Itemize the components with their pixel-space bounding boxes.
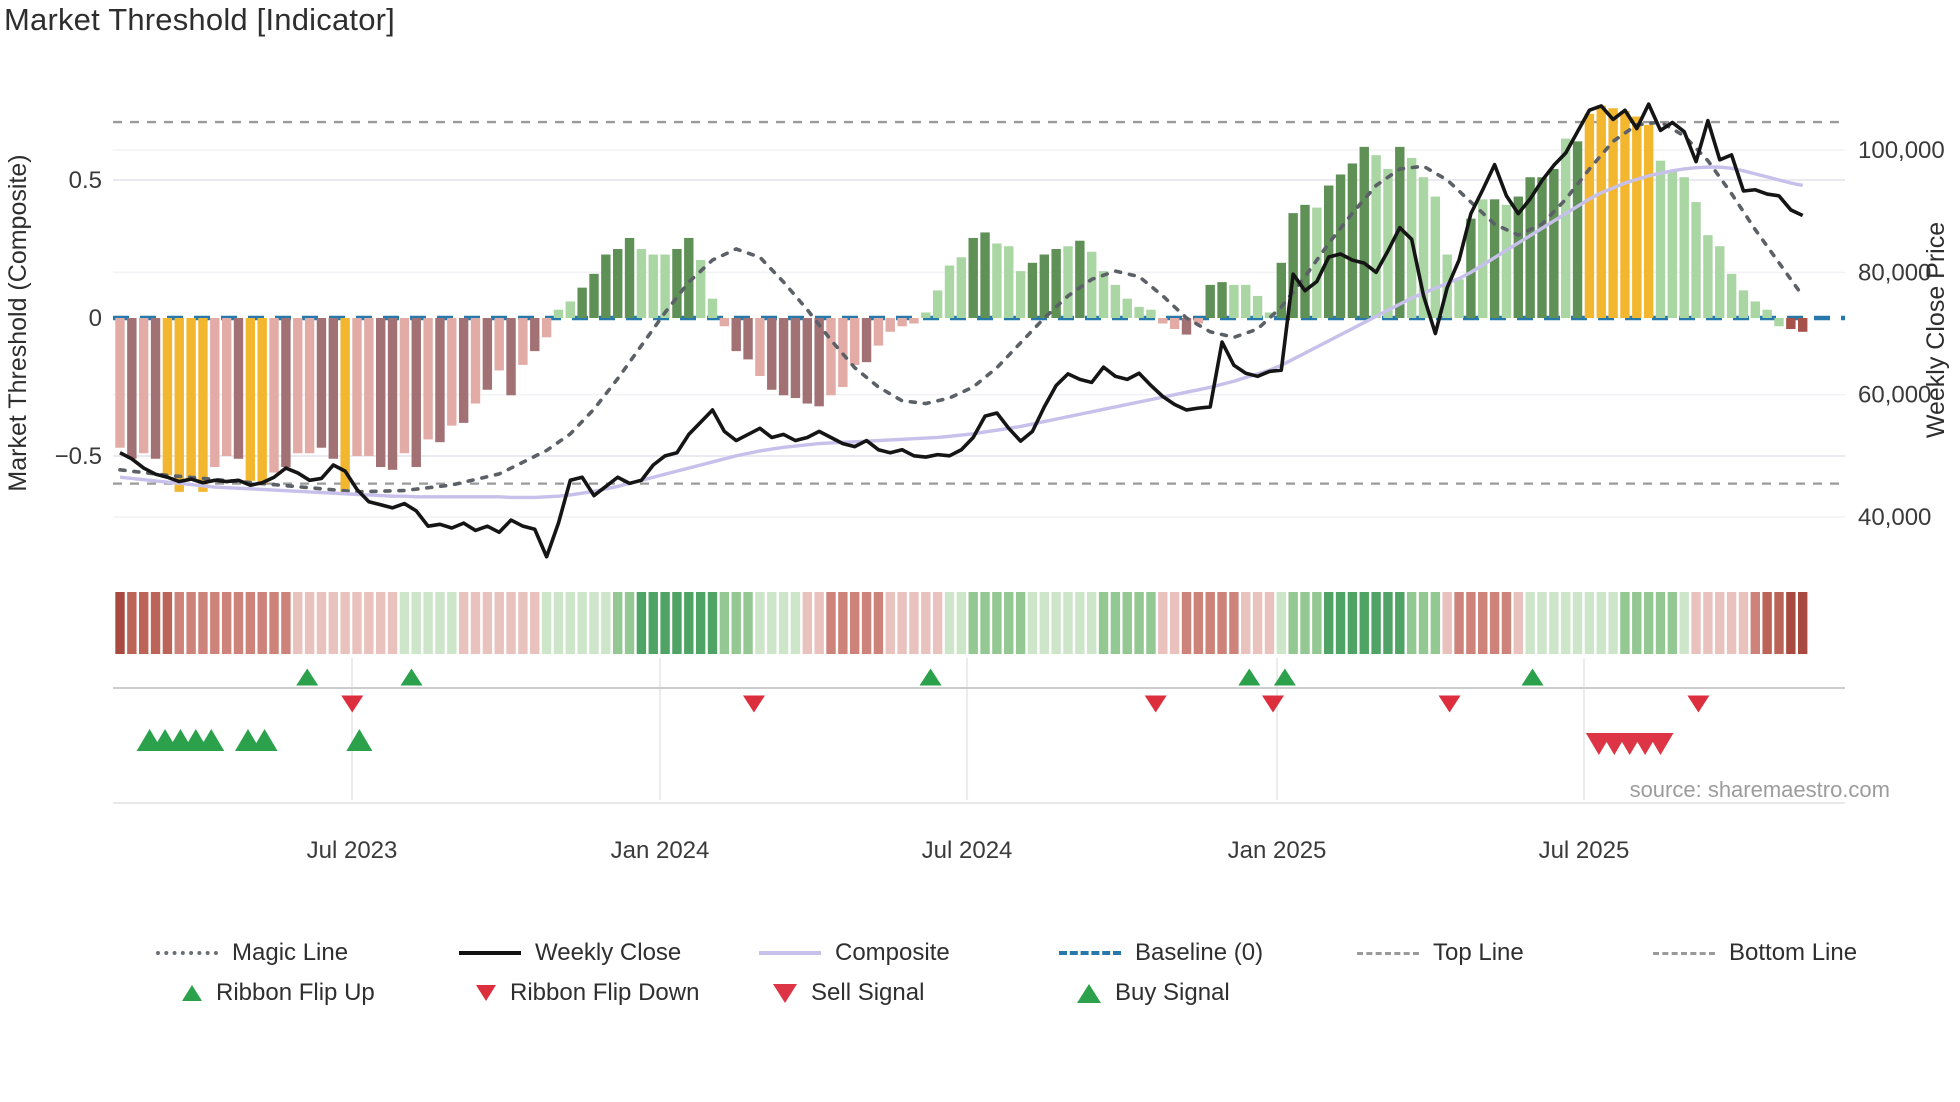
legend-label: Top Line [1433, 939, 1524, 966]
svg-text:0.5: 0.5 [69, 167, 102, 194]
legend-label: Ribbon Flip Up [216, 979, 375, 1006]
up-triangle-icon [182, 985, 202, 1001]
page-title: Market Threshold [Indicator] [4, 2, 395, 37]
legend-item-ribbon-flip-down: Ribbon Flip Down [476, 978, 699, 1008]
up-triangle-icon [1077, 983, 1101, 1003]
svg-text:0: 0 [89, 305, 102, 332]
blue-dashed-line-icon [1059, 951, 1121, 955]
dotted-line-icon [156, 951, 218, 955]
svg-text:source: sharemaestro.com: source: sharemaestro.com [1630, 777, 1890, 802]
svg-text:Jul 2023: Jul 2023 [307, 837, 398, 864]
svg-text:100,000: 100,000 [1858, 137, 1945, 164]
down-triangle-icon [773, 983, 797, 1003]
legend-item-composite: Composite [759, 938, 950, 968]
svg-text:80,000: 80,000 [1858, 259, 1931, 286]
legend-item-weekly-close: Weekly Close [459, 938, 681, 968]
indicator-chart: Jul 2023 Jan 2024 Jul 2024 Jan 2025 Jul 2025… [0, 58, 1960, 898]
svg-text:Jan 2025: Jan 2025 [1228, 837, 1327, 864]
svg-text:−0.5: −0.5 [55, 443, 102, 470]
svg-text:Jul 2025: Jul 2025 [1539, 837, 1630, 864]
legend-item-ribbon-flip-up: Ribbon Flip Up [182, 978, 375, 1008]
svg-text:Weekly Close Price: Weekly Close Price [1922, 222, 1950, 438]
legend-label: Weekly Close [535, 939, 682, 966]
legend-label: Bottom Line [1729, 939, 1858, 966]
legend-item-baseline: Baseline (0) [1059, 938, 1263, 968]
indicator-chart-canvas: Jul 2023 Jan 2024 Jul 2024 Jan 2025 Jul 2025… [4, 102, 1950, 864]
legend-label: Baseline (0) [1135, 939, 1264, 966]
legend-label: Magic Line [232, 939, 349, 966]
legend-label: Sell Signal [811, 979, 925, 1006]
legend-label: Ribbon Flip Down [510, 979, 700, 1006]
legend-item-bottom-line: Bottom Line [1653, 938, 1857, 968]
legend-label: Composite [835, 939, 950, 966]
legend-item-buy-signal: Buy Signal [1077, 978, 1230, 1008]
legend-item-sell-signal: Sell Signal [773, 978, 924, 1008]
svg-text:40,000: 40,000 [1858, 504, 1931, 531]
legend-label: Buy Signal [1115, 979, 1230, 1006]
lavender-line-icon [759, 951, 821, 955]
svg-text:Jan 2024: Jan 2024 [611, 837, 710, 864]
solid-line-icon [459, 951, 521, 955]
svg-text:60,000: 60,000 [1858, 382, 1931, 409]
gray-dashed-line-icon [1653, 951, 1715, 955]
legend-item-top-line: Top Line [1357, 938, 1524, 968]
down-triangle-icon [476, 985, 496, 1001]
gray-dashed-line-icon [1357, 951, 1419, 955]
svg-text:Jul 2024: Jul 2024 [922, 837, 1013, 864]
svg-text:Market Threshold (Composite): Market Threshold (Composite) [4, 154, 32, 491]
legend-item-magic-line: Magic Line [156, 938, 348, 968]
